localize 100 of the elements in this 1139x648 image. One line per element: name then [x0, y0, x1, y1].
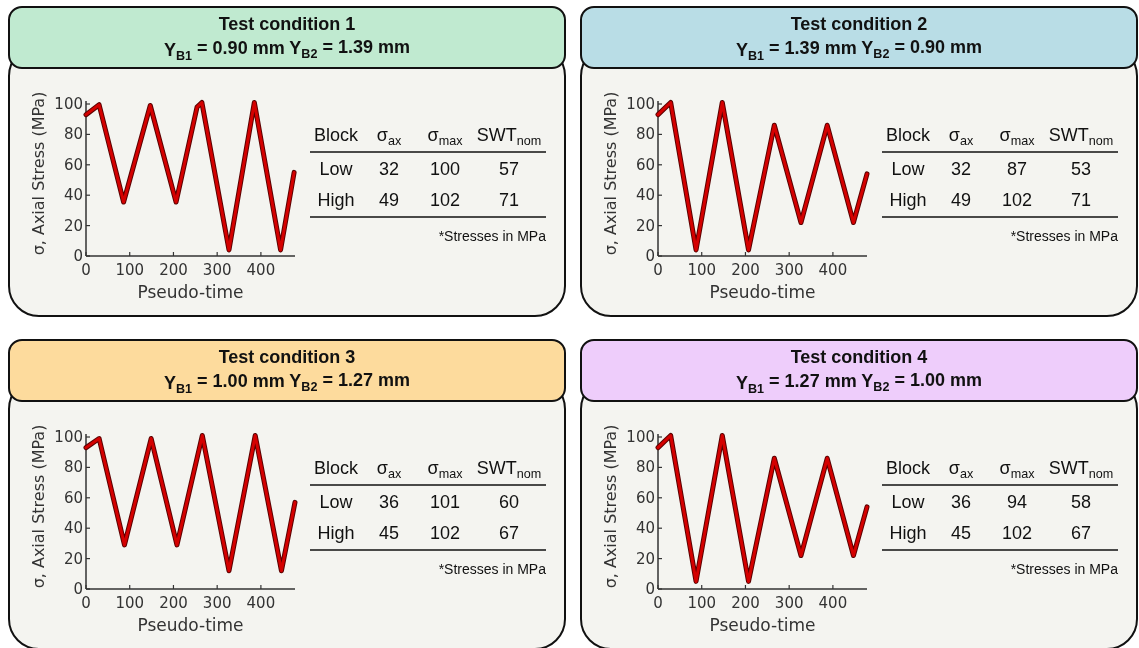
y-axis-title: σ, Axial Stress (MPa): [601, 91, 620, 256]
text: σ$_{ax}$: [948, 458, 974, 481]
text: Low: [319, 159, 354, 179]
text: Low: [891, 492, 926, 512]
x-axis-title: Pseudo-time: [137, 615, 244, 635]
x-tick-label: 400: [818, 594, 848, 612]
x-tick-label: 400: [818, 261, 848, 279]
text: SWT$_{nom}$: [1048, 458, 1114, 481]
chart-title: Test condition 4: [790, 347, 928, 367]
y-tick-label: 80: [635, 125, 655, 144]
text: 102: [1001, 523, 1033, 543]
y-tick-label: 40: [635, 519, 655, 538]
text: σ$_{max}$: [427, 125, 464, 148]
text: *Stresses in MPa: [438, 561, 547, 577]
x-tick-label: 400: [246, 261, 276, 279]
x-tick-label: 200: [731, 594, 760, 612]
x-axis-title: Pseudo-time: [137, 282, 244, 302]
y-tick-label: 0: [73, 247, 83, 265]
text: 36: [950, 492, 972, 512]
y-tick-label: 40: [63, 519, 83, 538]
text: High: [889, 523, 927, 543]
text: SWT$_{nom}$: [476, 125, 542, 148]
line-series: [83, 99, 297, 253]
x-tick-label: 200: [731, 261, 760, 279]
text: 67: [498, 523, 520, 543]
y-tick-label: 0: [645, 247, 655, 265]
x-tick-label: 400: [246, 594, 276, 612]
text: 32: [950, 159, 972, 179]
text: σ$_{ax}$: [376, 125, 402, 148]
x-tick-label: 300: [774, 594, 804, 612]
text: σ$_{max}$: [999, 458, 1036, 481]
text: 87: [1006, 159, 1028, 179]
x-tick-label: 100: [687, 594, 717, 612]
y-tick-label: 80: [63, 458, 83, 477]
text: Block: [885, 458, 932, 478]
y-tick-label: 100: [626, 95, 655, 113]
x-tick-label: 200: [159, 261, 188, 279]
chart-title: Test condition 3: [218, 347, 356, 367]
x-tick-label: 100: [115, 594, 145, 612]
text: Block: [313, 125, 360, 145]
text: 94: [1006, 492, 1028, 512]
y-tick-label: 40: [635, 186, 655, 205]
y-tick-label: 100: [54, 95, 83, 113]
y-axis-title: σ, Axial Stress (MPa): [29, 424, 48, 589]
x-axis-title: Pseudo-time: [709, 615, 816, 635]
x-tick-label: 100: [115, 261, 145, 279]
text: 49: [378, 190, 400, 210]
text: Low: [891, 159, 926, 179]
y-tick-label: 80: [63, 125, 83, 144]
text: σ$_{ax}$: [376, 458, 402, 481]
text: SWT$_{nom}$: [476, 458, 542, 481]
line-series: [655, 432, 870, 584]
text: 102: [429, 523, 461, 543]
x-tick-label: 300: [202, 594, 232, 612]
text: High: [317, 190, 355, 210]
x-tick-label: 300: [202, 261, 232, 279]
text: 49: [950, 190, 972, 210]
text: *Stresses in MPa: [438, 228, 547, 244]
chart-subtitle: Y$_{B1}$ = 1.39 mm Y$_{B2}$ = 0.90 mm: [735, 36, 983, 63]
y-tick-label: 40: [63, 186, 83, 205]
y-tick-label: 60: [635, 155, 655, 174]
x-tick-label: 200: [159, 594, 188, 612]
y-tick-label: 0: [645, 580, 655, 598]
text: 45: [950, 523, 972, 543]
x-axis-title: Pseudo-time: [709, 282, 816, 302]
y-axis-title: σ, Axial Stress (MPa): [601, 424, 620, 589]
line-series: [655, 99, 870, 253]
y-tick-label: 20: [63, 216, 83, 235]
text: SWT$_{nom}$: [1048, 125, 1114, 148]
y-axis-title: σ, Axial Stress (MPa): [29, 91, 48, 256]
text: 102: [429, 190, 461, 210]
line-series: [83, 432, 298, 574]
text: σ$_{max}$: [427, 458, 464, 481]
text: 71: [498, 190, 520, 210]
text: 45: [378, 523, 400, 543]
text: 100: [429, 159, 461, 179]
y-tick-label: 20: [63, 549, 83, 568]
x-tick-label: 300: [774, 261, 804, 279]
text: 60: [498, 492, 520, 512]
x-tick-label: 100: [687, 261, 717, 279]
text: 53: [1070, 159, 1092, 179]
y-tick-label: 20: [635, 216, 655, 235]
y-tick-label: 100: [54, 428, 83, 446]
text: 67: [1070, 523, 1092, 543]
y-tick-label: 60: [63, 488, 83, 507]
chart-subtitle: Y$_{B1}$ = 1.27 mm Y$_{B2}$ = 1.00 mm: [735, 369, 983, 396]
text: *Stresses in MPa: [1010, 228, 1119, 244]
y-tick-label: 20: [635, 549, 655, 568]
y-tick-label: 60: [63, 155, 83, 174]
chart-subtitle: Y$_{B1}$ = 1.00 mm Y$_{B2}$ = 1.27 mm: [163, 369, 411, 396]
text: High: [317, 523, 355, 543]
y-tick-label: 80: [635, 458, 655, 477]
chart-title: Test condition 2: [790, 14, 928, 34]
text: 36: [378, 492, 400, 512]
text: 101: [429, 492, 461, 512]
y-tick-label: 100: [626, 428, 655, 446]
text: 58: [1070, 492, 1092, 512]
text: Low: [319, 492, 354, 512]
text: 71: [1070, 190, 1092, 210]
text: *Stresses in MPa: [1010, 561, 1119, 577]
